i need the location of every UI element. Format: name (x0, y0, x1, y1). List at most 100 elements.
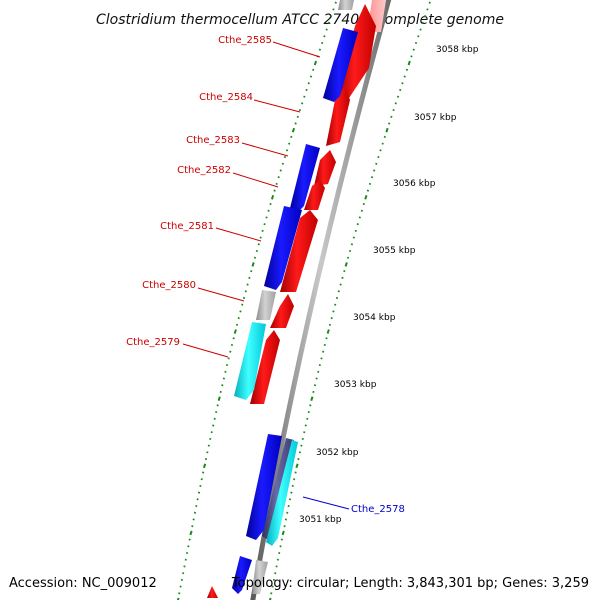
minor-tick (403, 75, 406, 78)
minor-tick (279, 545, 282, 548)
major-tick (268, 597, 272, 600)
minor-tick (207, 444, 210, 447)
minor-tick (188, 538, 191, 541)
gene-arrow (290, 144, 320, 214)
minor-tick (255, 249, 258, 253)
minor-tick (298, 109, 302, 112)
minor-tick (410, 55, 413, 58)
minor-tick (358, 216, 361, 219)
minor-tick (293, 478, 296, 481)
minor-tick (339, 283, 342, 286)
minor-tick (354, 229, 357, 232)
minor-tick (366, 189, 370, 192)
minor-tick (229, 350, 232, 353)
minor-tick (346, 256, 350, 259)
minor-tick (350, 243, 354, 246)
minor-tick (317, 370, 320, 373)
minor-tick (265, 216, 268, 219)
leader-line (215, 227, 262, 242)
minor-tick (237, 317, 240, 320)
minor-tick (291, 484, 294, 487)
gene-arrow (250, 330, 280, 404)
kbp-tick-label: 3053 kbp (334, 380, 377, 390)
minor-tick (375, 162, 378, 165)
gene-label-cthe-2583[interactable]: Cthe_2583 (186, 135, 240, 146)
gene-label-cthe-2579[interactable]: Cthe_2579 (126, 337, 180, 348)
minor-tick (184, 558, 187, 561)
minor-tick (232, 337, 235, 340)
minor-tick (179, 585, 182, 588)
gene-arrow (337, 4, 376, 98)
minor-tick (362, 202, 365, 206)
major-tick (189, 530, 193, 536)
major-tick (281, 530, 285, 536)
minor-tick (215, 411, 218, 414)
minor-tick (405, 68, 409, 71)
minor-tick (287, 504, 290, 508)
minor-tick (281, 162, 284, 165)
gene-label-cthe-2585[interactable]: Cthe_2585 (218, 35, 272, 46)
major-tick (326, 329, 330, 334)
gene-arrow (207, 586, 218, 598)
minor-tick (307, 411, 310, 414)
gene-label-cthe-2584[interactable]: Cthe_2584 (199, 92, 253, 103)
kbp-tick-label: 3054 kbp (353, 313, 396, 323)
minor-tick (334, 303, 337, 306)
gene-label-cthe-2581[interactable]: Cthe_2581 (160, 221, 214, 232)
minor-tick (426, 8, 429, 11)
gene-arrow (266, 440, 298, 546)
major-tick (364, 195, 368, 200)
minor-tick (320, 357, 323, 360)
minor-tick (261, 229, 264, 232)
minor-tick (290, 135, 293, 139)
minor-tick (227, 357, 230, 360)
gene-arrow (304, 180, 325, 210)
major-tick (385, 127, 389, 133)
minor-tick (312, 390, 315, 394)
gene-arrow (323, 28, 358, 102)
minor-tick (271, 585, 274, 588)
gene-arrow (234, 322, 266, 400)
kbp-labels: 3058 kbp 3057 kbp 3056 kbp 3055 kbp 3054… (299, 45, 479, 525)
gene-arrow (232, 556, 252, 594)
minor-tick (388, 122, 391, 125)
minor-tick (183, 565, 186, 568)
minor-tick (377, 155, 380, 159)
gene-label-cthe-2578[interactable]: Cthe_2578 (351, 504, 405, 515)
minor-tick (197, 491, 201, 494)
minor-tick (241, 303, 244, 306)
minor-tick (309, 75, 313, 78)
minor-tick (298, 451, 301, 454)
inner-tick-ring (176, 1, 337, 600)
minor-tick (396, 95, 400, 98)
minor-tick (272, 578, 276, 581)
gene-label-cthe-2580[interactable]: Cthe_2580 (142, 280, 196, 291)
minor-tick (294, 122, 297, 125)
minor-tick (285, 149, 289, 152)
gene-label-cthe-2582[interactable]: Cthe_2582 (177, 165, 231, 176)
gene-arrow (252, 560, 268, 594)
minor-tick (279, 169, 282, 172)
minor-tick (212, 424, 215, 427)
leader-line (182, 343, 229, 358)
minor-tick (327, 21, 331, 24)
minor-tick (383, 135, 386, 139)
minor-tick (202, 471, 205, 474)
gene-arrow (256, 290, 276, 320)
minor-tick (196, 498, 199, 501)
minor-tick (259, 236, 262, 239)
minor-tick (288, 498, 292, 501)
gene-labels: Cthe_2585 Cthe_2584 Cthe_2583 Cthe_2582 … (126, 35, 405, 515)
minor-tick (332, 8, 335, 11)
minor-tick (394, 102, 397, 105)
minor-tick (330, 15, 333, 18)
major-tick (176, 597, 180, 600)
gene-arrow (326, 86, 350, 146)
kbp-tick-label: 3057 kbp (414, 113, 457, 123)
major-tick (291, 127, 296, 133)
accession-text: Accession: NC_009012 (9, 576, 157, 591)
minor-tick (390, 115, 393, 118)
minor-tick (270, 592, 273, 595)
minor-tick (318, 364, 321, 367)
minor-tick (419, 28, 422, 31)
